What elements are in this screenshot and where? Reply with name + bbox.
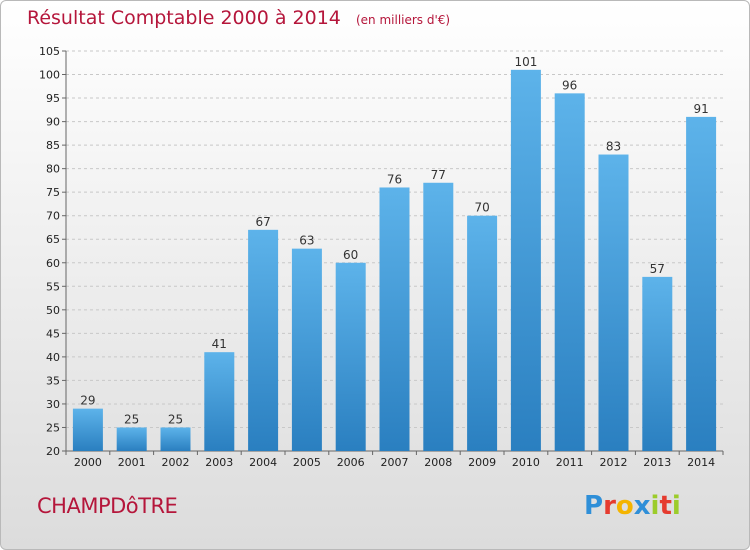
value-label-2003: 41 — [212, 337, 227, 351]
value-label-2001: 25 — [124, 412, 139, 426]
bar-2013 — [642, 276, 673, 451]
value-label-2006: 60 — [343, 248, 358, 262]
value-labels: 29 25 25 41 67 63 60 76 77 70 101 96 83 57 91 — [80, 55, 708, 427]
value-label-2013: 57 — [650, 262, 665, 276]
bar-2002 — [160, 427, 191, 451]
bar-2014 — [686, 116, 717, 451]
bar-2011 — [554, 93, 585, 452]
chart-title: Résultat Comptable 2000 à 2014 (en milli… — [27, 7, 450, 29]
value-label-2000: 29 — [80, 394, 95, 408]
value-label-2007: 76 — [387, 172, 402, 186]
x-tick-label-2014: 2014 — [687, 456, 715, 469]
y-tick-label: 60 — [46, 257, 60, 270]
bar-2005 — [291, 248, 322, 451]
y-tick-label: 40 — [46, 351, 60, 364]
y-tick-label: 45 — [46, 327, 60, 340]
x-tick-label-2009: 2009 — [468, 456, 496, 469]
y-tick-label: 90 — [46, 116, 60, 129]
logo-letter: o — [615, 491, 634, 521]
value-label-2010: 101 — [514, 55, 537, 69]
bar-2000 — [72, 408, 103, 451]
chart-title-unit: (en milliers d'€) — [355, 13, 451, 27]
y-tick-label: 55 — [46, 280, 60, 293]
value-label-2012: 83 — [606, 140, 621, 154]
bar-2003 — [204, 352, 235, 451]
x-tick-label-2012: 2012 — [600, 456, 628, 469]
value-label-2011: 96 — [562, 78, 577, 92]
bars — [72, 69, 717, 452]
value-label-2004: 67 — [255, 215, 270, 229]
x-tick-label-2001: 2001 — [118, 456, 146, 469]
x-axis-ticks: 2000 2001 2002 2003 2004 2005 2006 2007 2008 2009… — [65, 451, 724, 469]
y-tick-label: 105 — [39, 45, 60, 58]
chart-title-main: Résultat Comptable 2000 à 2014 — [27, 7, 341, 29]
x-tick-label-2005: 2005 — [293, 456, 321, 469]
logo-letter: t — [659, 491, 672, 521]
y-tick-label: 50 — [46, 304, 60, 317]
value-label-2014: 91 — [693, 102, 708, 116]
value-label-2002: 25 — [168, 412, 183, 426]
x-tick-label-2008: 2008 — [424, 456, 452, 469]
value-label-2005: 63 — [299, 234, 314, 248]
x-tick-label-2010: 2010 — [512, 456, 540, 469]
x-tick-label-2011: 2011 — [556, 456, 584, 469]
logo-letter: r — [603, 491, 616, 521]
x-tick-label-2004: 2004 — [249, 456, 277, 469]
y-tick-label: 65 — [46, 233, 60, 246]
y-tick-label: 95 — [46, 92, 60, 105]
x-tick-label-2006: 2006 — [337, 456, 365, 469]
bar-2012 — [598, 154, 629, 451]
logo-letter: i — [650, 491, 660, 521]
y-tick-label: 30 — [46, 398, 60, 411]
bar-2010 — [510, 69, 541, 451]
logo-letter: x — [633, 491, 651, 521]
x-tick-label-2003: 2003 — [205, 456, 233, 469]
logo-letter: P — [584, 491, 604, 521]
bar-2009 — [467, 215, 498, 451]
y-tick-label: 70 — [46, 210, 60, 223]
x-tick-label-2013: 2013 — [643, 456, 671, 469]
proxiti-logo: Proxiti — [584, 491, 681, 521]
y-axis-ticks: 20 25 30 35 40 45 50 55 60 65 70 75 80 85 90 95 100 105 — [39, 45, 66, 458]
commune-name: CHAMPDôTRE — [37, 494, 178, 518]
value-label-2008: 77 — [431, 168, 446, 182]
y-tick-label: 85 — [46, 139, 60, 152]
bar-2001 — [116, 427, 147, 451]
y-tick-label: 25 — [46, 421, 60, 434]
logo-letter: i — [671, 491, 681, 521]
y-tick-label: 75 — [46, 186, 60, 199]
bar-2004 — [248, 229, 279, 451]
bar-2008 — [423, 182, 454, 451]
y-tick-label: 20 — [46, 445, 60, 458]
y-tick-label: 35 — [46, 374, 60, 387]
y-tick-label: 80 — [46, 163, 60, 176]
value-label-2009: 70 — [474, 201, 489, 215]
x-tick-label-2002: 2002 — [162, 456, 190, 469]
x-tick-label-2000: 2000 — [74, 456, 102, 469]
bar-2007 — [379, 187, 410, 451]
y-tick-label: 100 — [39, 69, 60, 82]
x-tick-label-2007: 2007 — [381, 456, 409, 469]
bar-2006 — [335, 262, 366, 451]
